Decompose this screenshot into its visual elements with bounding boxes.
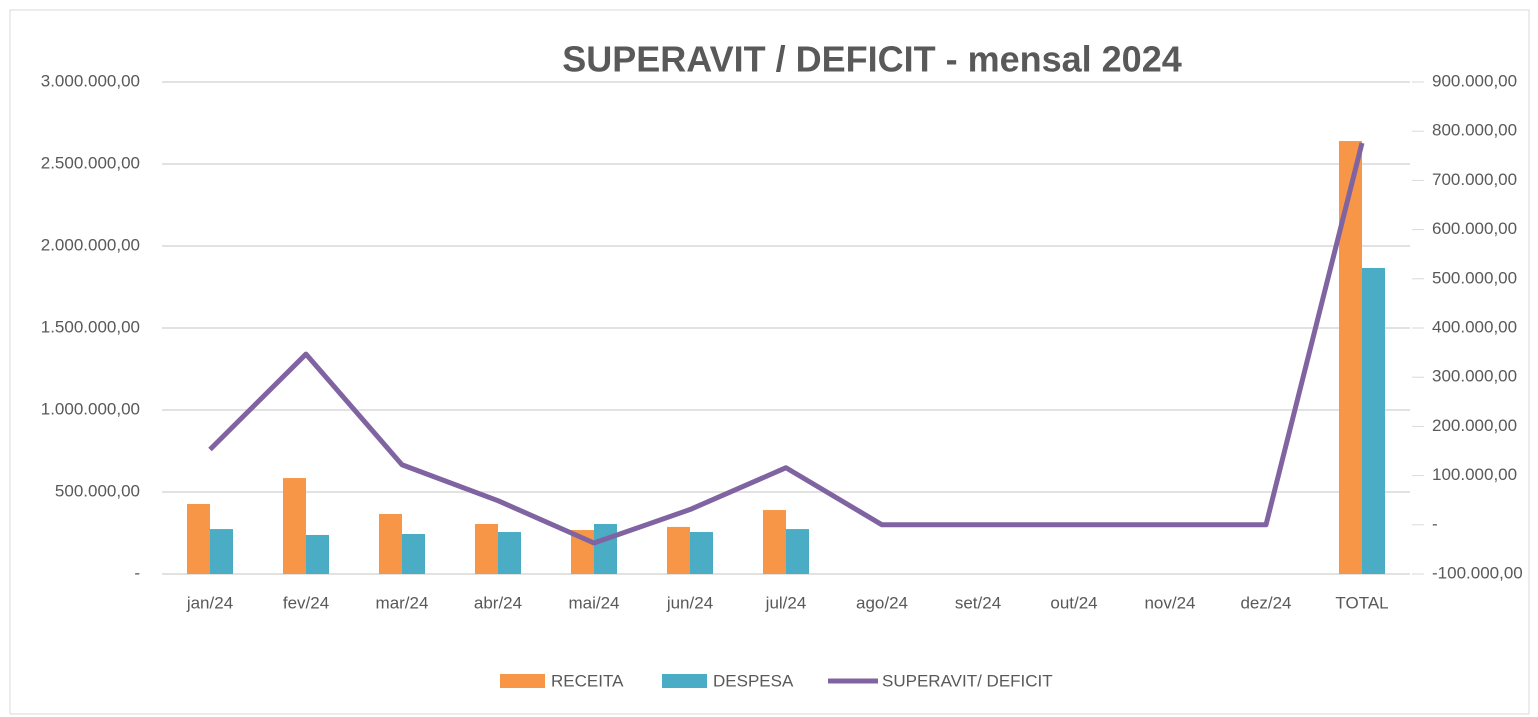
bar [283,478,306,574]
legend-label: RECEITA [551,671,624,690]
legend-swatch [500,674,545,688]
chart-title: SUPERAVIT / DEFICIT - mensal 2024 [562,39,1182,80]
bar [379,513,402,574]
x-tick-label: dez/24 [1240,593,1291,612]
x-tick-label: set/24 [955,593,1001,612]
y2-tick-label: 900.000,00 [1432,71,1517,90]
x-tick-label: mai/24 [568,593,619,612]
y-tick-label: 3.000.000,00 [41,71,140,90]
x-tick-label: jul/24 [765,593,807,612]
x-tick-label: jun/24 [666,593,713,612]
line-series [208,142,1365,546]
y-tick-label: - [134,563,140,582]
bar [498,532,521,574]
y2-tick-label: 500.000,00 [1432,268,1517,287]
y2-tick-label: 100.000,00 [1432,465,1517,484]
x-tick-label: abr/24 [474,593,522,612]
x-tick-label: ago/24 [856,593,908,612]
y2-tick-label: 600.000,00 [1432,219,1517,238]
bar [763,510,786,574]
chart-frame [9,9,1530,715]
x-tick-label: nov/24 [1144,593,1195,612]
x-tick-label: TOTAL [1335,593,1388,612]
y2-tick-label: 700.000,00 [1432,170,1517,189]
y-tick-label: 2.000.000,00 [41,235,140,254]
x-tick-label: mar/24 [376,593,429,612]
bar [690,532,713,574]
y2-tick-label: 200.000,00 [1432,416,1517,435]
x-tick-label: out/24 [1050,593,1097,612]
y-tick-label: 2.500.000,00 [41,153,140,172]
bar [786,529,809,574]
legend-label: SUPERAVIT/ DEFICIT [882,671,1053,690]
bar [402,533,425,574]
bar [210,529,233,574]
legend-swatch [662,674,707,688]
y-tick-label: 1.000.000,00 [41,399,140,418]
x-tick-label: jan/24 [186,593,233,612]
x-tick-label: fev/24 [283,593,329,612]
bar [187,503,210,574]
bar [594,523,617,574]
legend-label: DESPESA [713,671,794,690]
y2-tick-label: 800.000,00 [1432,121,1517,140]
bar [306,534,329,574]
y-tick-label: 1.500.000,00 [41,317,140,336]
bar [667,526,690,574]
bar [1339,141,1362,575]
y2-tick-label: 400.000,00 [1432,317,1517,336]
y2-tick-label: -100.000,00 [1432,563,1523,582]
y-tick-label: 500.000,00 [55,481,140,500]
y2-tick-label: 300.000,00 [1432,367,1517,386]
bar [1362,267,1385,574]
bar [475,523,498,574]
y2-tick-label: - [1432,514,1438,533]
